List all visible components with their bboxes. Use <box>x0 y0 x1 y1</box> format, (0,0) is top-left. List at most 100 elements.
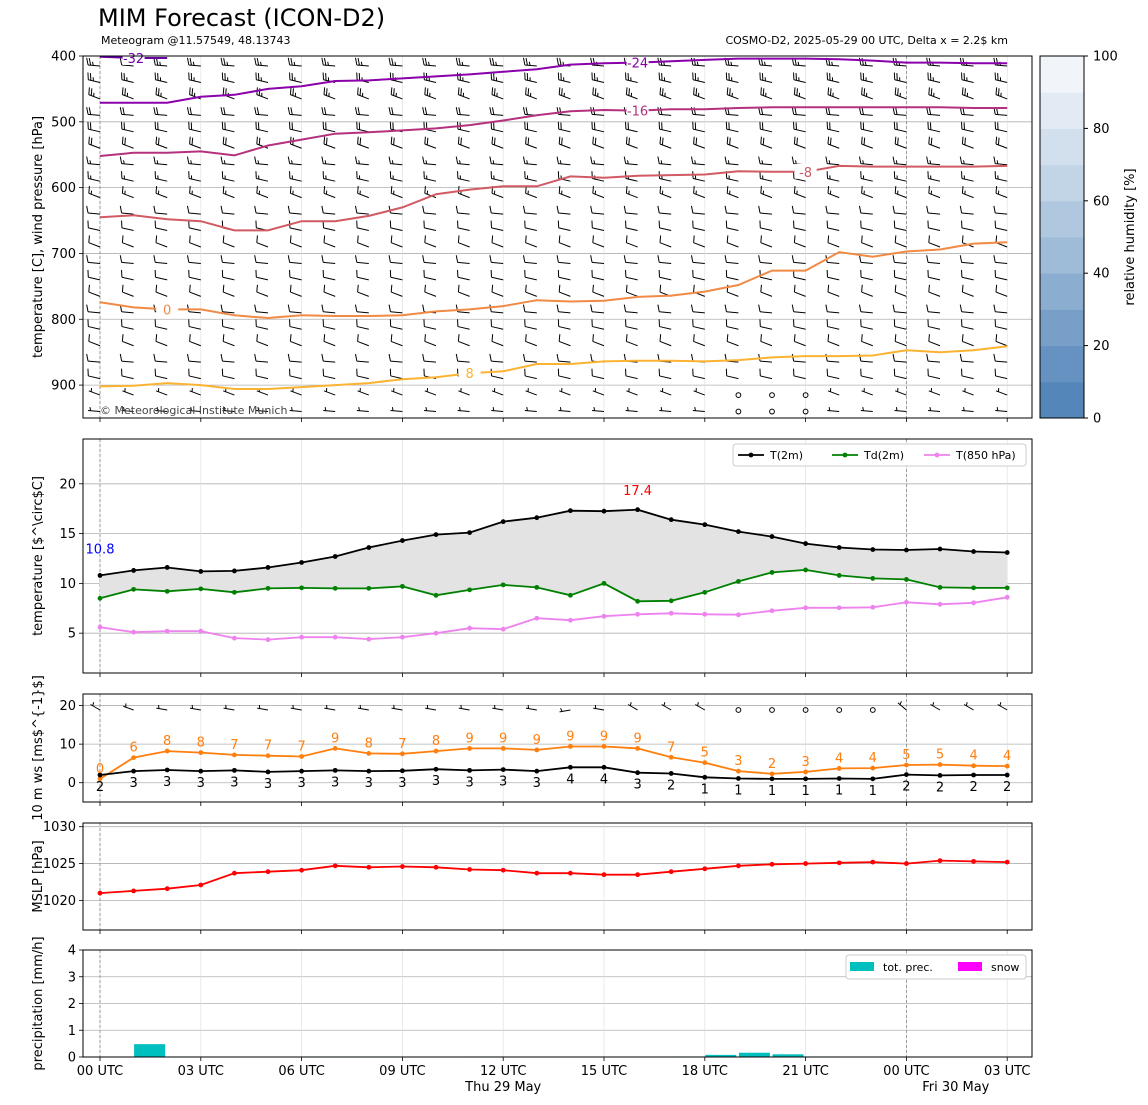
gust-label: 4 <box>869 751 877 766</box>
data-point <box>97 595 103 601</box>
wind-barb <box>188 269 201 281</box>
barb-feather <box>289 284 292 293</box>
gust-label: 7 <box>297 739 305 754</box>
wind-barb <box>221 368 235 380</box>
barb-shaft <box>558 163 571 166</box>
barb-feather <box>189 87 191 95</box>
contour-label-bg <box>626 102 649 118</box>
wind-barb <box>690 255 705 264</box>
wind-barb <box>994 171 1008 182</box>
barb-feather <box>827 136 830 145</box>
wind-barb <box>154 121 168 133</box>
wind-barb <box>725 319 739 330</box>
x-tick-label: 00 UTC <box>883 1064 929 1079</box>
wind-barb <box>556 304 571 314</box>
gust-label: 0 <box>96 762 104 777</box>
wind-barb <box>289 284 302 297</box>
barb-shaft <box>592 390 605 396</box>
calm-wind-marker <box>802 392 809 398</box>
barb-feather <box>359 137 362 145</box>
barb-feather <box>525 57 528 66</box>
wind-barb <box>592 284 605 297</box>
wind-barb <box>659 407 672 413</box>
wind-barb <box>994 269 1008 281</box>
barb-feather <box>124 88 126 96</box>
barb-shaft <box>827 94 840 100</box>
barb-feather <box>189 284 191 293</box>
barb-feather <box>190 160 192 165</box>
barb-feather <box>222 334 225 342</box>
barb-shaft <box>995 227 1008 232</box>
barb-shaft <box>356 227 369 232</box>
barb-feather <box>825 304 828 312</box>
barb-feather <box>858 205 862 214</box>
barb-shaft <box>693 94 705 100</box>
barb-shaft <box>323 360 336 363</box>
wind-barb <box>557 368 571 380</box>
data-point <box>433 766 439 772</box>
barb-feather <box>86 353 89 362</box>
barb-shaft <box>390 360 403 363</box>
data-point <box>131 586 137 592</box>
barb-feather <box>590 156 593 164</box>
barb-feather <box>323 107 327 115</box>
barb-shaft <box>424 291 437 297</box>
wind-barb <box>155 388 168 396</box>
barb-shaft <box>458 94 470 100</box>
barb-feather <box>659 107 663 115</box>
wind-barb <box>289 121 302 133</box>
wind-barb <box>557 269 571 281</box>
barb-feather <box>159 61 161 66</box>
wind-speed-label: 1 <box>768 784 776 799</box>
wind-barb <box>423 121 437 133</box>
barb-feather <box>825 205 828 214</box>
wind-barb <box>388 353 403 363</box>
barb-shaft <box>928 143 941 149</box>
colorbar-band <box>1040 273 1084 310</box>
wind-barb <box>121 334 134 347</box>
barb-shaft <box>995 261 1008 264</box>
data-point <box>971 763 976 769</box>
barb-feather <box>729 88 731 96</box>
barb-feather <box>222 186 225 194</box>
legend-marker <box>748 452 754 458</box>
barb-feather <box>88 136 90 145</box>
wind-barb <box>826 72 840 83</box>
barb-feather <box>491 235 494 243</box>
barb-feather <box>928 87 930 95</box>
wind-barb <box>388 156 403 166</box>
barb-feather <box>623 255 627 263</box>
barb-feather <box>522 353 526 362</box>
data-point <box>803 605 808 611</box>
barb-shaft <box>390 177 403 182</box>
barb-shaft <box>122 192 134 199</box>
barb-shaft <box>793 177 806 182</box>
wind-barb <box>88 334 101 347</box>
barb-feather <box>558 87 561 95</box>
wind-barb <box>155 235 168 248</box>
y-tick-label: 1030 <box>43 820 76 835</box>
wind-barb <box>289 136 302 149</box>
data-point <box>332 767 338 773</box>
barb-feather <box>590 304 593 312</box>
barb-shaft <box>222 311 235 314</box>
barb-shaft <box>659 113 672 116</box>
x-tick-label: 15 UTC <box>581 1064 627 1079</box>
data-point <box>265 869 271 875</box>
wind-barb <box>154 368 168 380</box>
wind-barb <box>254 156 269 166</box>
wind-barb <box>522 205 537 215</box>
y-axis-label: temperature [$^\circ$C] <box>31 476 46 636</box>
barb-shaft <box>659 311 672 314</box>
wind-speed-label: 4 <box>566 772 574 787</box>
wind-barb <box>860 407 873 413</box>
barb-shaft <box>356 375 369 380</box>
barb-feather <box>354 353 358 362</box>
barb-feather <box>393 137 395 145</box>
barb-feather <box>425 160 428 165</box>
barb-feather <box>693 87 695 95</box>
barb-shaft <box>592 94 605 100</box>
wind-barb <box>927 220 941 232</box>
barb-shaft <box>458 192 470 199</box>
y-tick-label: 1025 <box>43 857 76 872</box>
